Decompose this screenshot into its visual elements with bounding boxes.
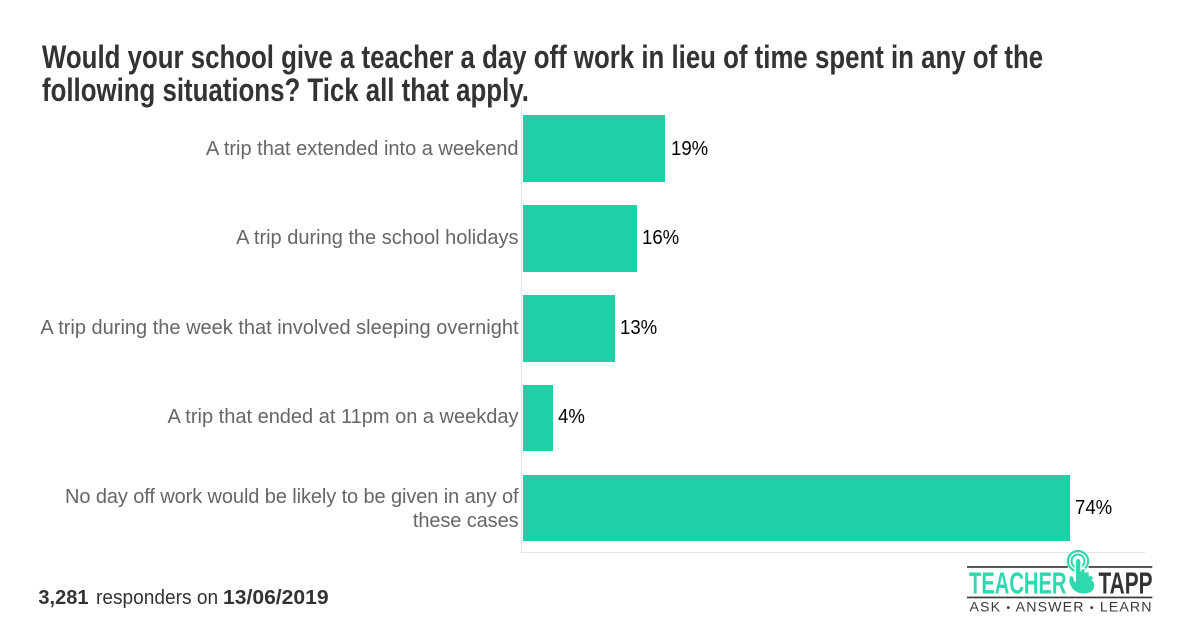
svg-text:TAPP: TAPP bbox=[1099, 566, 1153, 601]
svg-text:ASK ● ANSWER ● LEARN: ASK ● ANSWER ● LEARN bbox=[970, 600, 1152, 616]
svg-text:TEACHER: TEACHER bbox=[969, 566, 1067, 601]
